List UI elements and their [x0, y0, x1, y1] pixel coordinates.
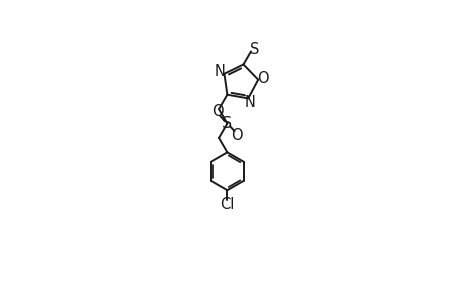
Text: S: S [250, 42, 259, 57]
Text: O: O [212, 104, 223, 119]
Text: Cl: Cl [220, 197, 234, 212]
Text: O: O [257, 71, 269, 86]
Text: S: S [222, 116, 232, 131]
Text: N: N [214, 64, 225, 79]
Text: N: N [245, 95, 255, 110]
Text: O: O [231, 128, 243, 143]
